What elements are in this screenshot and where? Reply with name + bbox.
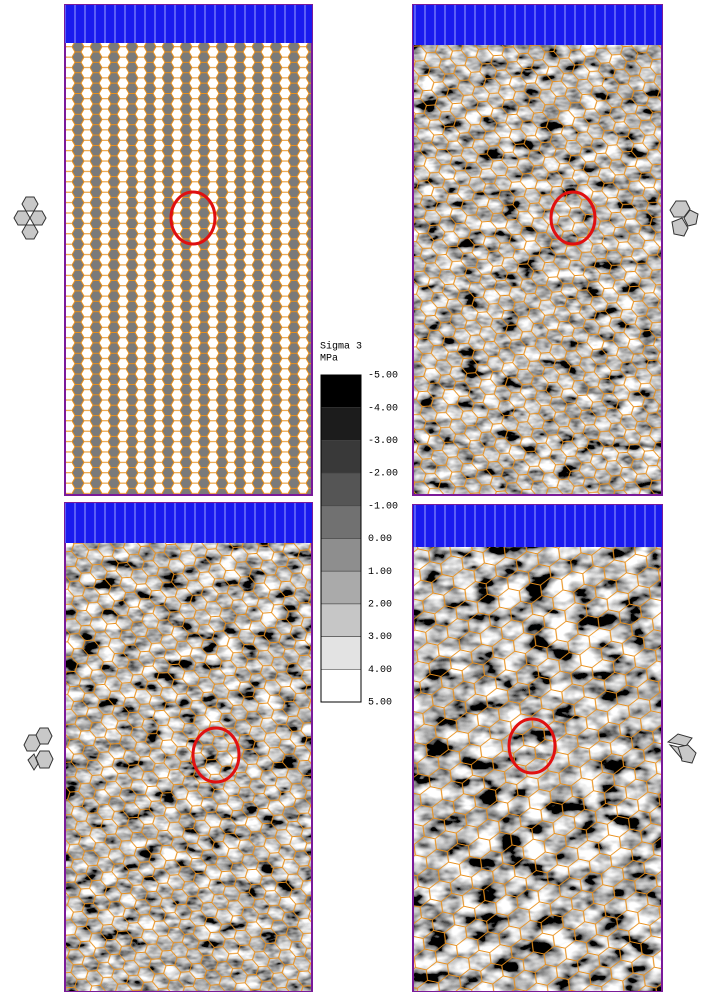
legend-swatch [321,571,361,604]
legend-label: -2.00 [368,469,398,480]
legend-label: 5.00 [368,698,392,709]
legend-label: -3.00 [368,436,398,447]
legend-swatch [321,473,361,506]
legend-label: 1.00 [368,567,392,578]
specimen [65,503,312,992]
legend-unit: MPa [320,354,338,365]
legend-swatch [321,408,361,441]
grain-icon [14,197,46,239]
grain-icon [670,201,698,236]
legend-swatch [321,604,361,637]
legend-swatch [321,539,361,572]
figure: Sigma 3 MPa -5.00 -4.00 -3.00 -2.00 -1.00 0.0… [0,0,716,992]
loading-platen [413,505,662,547]
panel-top-left [65,5,312,495]
legend-swatch [321,669,361,702]
panel-bottom-right [413,505,662,992]
loading-platen [65,503,312,543]
page: {"legend": {"title": "Sigma 3", "unit": … [0,0,716,992]
legend-swatch [321,506,361,539]
legend-label: 0.00 [368,534,392,545]
legend-label: 4.00 [368,665,392,676]
loading-platen [65,5,312,43]
specimen [413,5,662,495]
loading-platen [413,5,662,45]
specimen [65,5,312,495]
legend-swatch [321,440,361,473]
grain-icon [24,728,53,770]
legend-label: -1.00 [368,501,398,512]
legend: Sigma 3 MPa -5.00 -4.00 -3.00 -2.00 -1.00 0.0… [320,341,398,709]
legend-label: -4.00 [368,403,398,414]
panel-top-right [413,5,662,495]
legend-swatch [321,637,361,670]
legend-label: 2.00 [368,600,392,611]
legend-swatch [321,375,361,408]
legend-title: Sigma 3 [320,341,362,353]
legend-label: -5.00 [368,371,398,382]
panel-bottom-left [65,503,312,992]
grain-icon [668,734,696,763]
specimen [413,505,662,992]
legend-label: 3.00 [368,632,392,643]
